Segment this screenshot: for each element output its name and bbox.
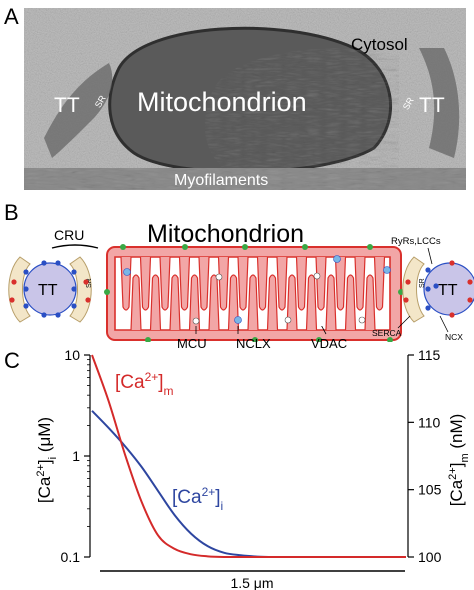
y-axis-left-label: [Ca2+]i (μM): [35, 417, 59, 503]
y-ticks-right: 115 110 105 100: [408, 350, 442, 565]
ncx-dot: [405, 279, 411, 285]
label-tt-right: TT: [419, 94, 445, 117]
series-label-ca-m: [Ca2+]m: [115, 370, 174, 398]
schematic-title: Mitochondrion: [147, 220, 304, 248]
label-myofilaments: Myofilaments: [174, 172, 268, 189]
ryr-dot: [23, 303, 29, 309]
y-tick-label-right: 100: [418, 549, 442, 565]
y-tick-label-left: 10: [64, 350, 80, 363]
ncx-dot: [467, 297, 473, 303]
y-tick-label-left: 1: [72, 448, 80, 464]
ncx-dot: [85, 297, 91, 303]
series-line-ca-i: [91, 410, 406, 559]
ryr-dot: [425, 286, 431, 292]
label-cru: CRU: [54, 227, 84, 243]
ryr-dot: [71, 303, 77, 309]
panel-a-letter: A: [4, 4, 19, 29]
cru-channels: [9, 260, 473, 318]
em-micrograph: Cytosol TT TT SR SR Mitochondrion Myofil…: [24, 8, 466, 190]
nclx-channel: [383, 266, 391, 274]
nclx-channel: [234, 316, 242, 324]
label-ryrs-lccs: RyRs,LCCs: [391, 236, 441, 247]
vdac-dot: [104, 289, 110, 295]
mcu-channel: [215, 273, 223, 281]
ncx-dot: [449, 312, 455, 318]
series-line-ca-m: [91, 354, 406, 559]
ncx-pointer: [439, 315, 449, 333]
vdac-dot: [182, 244, 188, 250]
cru-bracket: [51, 244, 99, 249]
panel-c-letter: C: [4, 348, 20, 373]
mcu-channel: [358, 316, 366, 324]
y-ticks-left: 10 1 0.1: [61, 350, 90, 565]
label-tt-left: TT: [54, 94, 80, 117]
nclx-channel: [333, 255, 341, 263]
lcc-dot: [41, 260, 47, 266]
panel-b-letter: B: [4, 200, 19, 225]
em-image: Cytosol TT TT SR SR Mitochondrion Myofil…: [24, 8, 466, 190]
vdac-dot: [316, 337, 322, 342]
ryr-dot: [23, 286, 29, 292]
ncx-dot: [449, 260, 455, 266]
y-tick-label-right: 110: [418, 414, 441, 430]
label-vdac: VDAC: [311, 336, 347, 351]
y-axis-right-label: [Ca2+]m (nM): [447, 414, 471, 507]
vdac-dot: [120, 244, 126, 250]
x-scalebar-label: 1.5 μm: [230, 575, 273, 590]
vdac-dot: [367, 244, 373, 250]
ryr-dot: [71, 269, 77, 275]
nclx-channel: [123, 268, 131, 276]
calcium-chart: 10 1 0.1 115 110 105 100 [Ca2+]i (μM) [Ca2+]m…: [35, 350, 471, 590]
ryr-dot: [425, 305, 431, 311]
vdac-dot: [242, 244, 248, 250]
ryrs-pointer: [427, 247, 433, 265]
label-tt-right-b: TT: [438, 282, 458, 299]
sr-right-inner: [402, 256, 425, 323]
label-serca: SERCA: [372, 328, 402, 338]
ryr-dot: [71, 286, 77, 292]
label-nclx: NCLX: [236, 336, 271, 351]
vdac-dot: [302, 244, 308, 250]
vdac-dot: [145, 337, 151, 342]
lcc-dot: [55, 260, 61, 266]
label-ncx: NCX: [445, 332, 463, 342]
label-mcu: MCU: [177, 336, 207, 351]
vdac-dot: [252, 337, 258, 342]
label-mitochondrion: Mitochondrion: [137, 87, 307, 117]
ncx-dot: [9, 297, 15, 303]
lcc-dot: [55, 312, 61, 318]
label-sr-left-b: SR: [86, 278, 93, 288]
ryr-dot: [23, 269, 29, 275]
vdac-dot: [387, 337, 393, 342]
ncx-dot: [11, 279, 17, 285]
ncx-dot: [83, 279, 89, 285]
ncx-dot: [403, 297, 409, 303]
mcu-channel: [284, 316, 292, 324]
lcc-dot: [41, 312, 47, 318]
mcu-channel: [313, 272, 321, 280]
y-tick-label-left: 0.1: [61, 549, 81, 565]
y-tick-label-right: 115: [418, 350, 441, 363]
cristae-folds: [120, 256, 386, 331]
schematic-diagram: Mitochondrion CRU TT SR TT SR RyRs,LCCs: [8, 220, 474, 342]
label-cytosol: Cytosol: [351, 35, 408, 54]
ryr-dot: [425, 267, 431, 273]
lcc-dot: [433, 283, 439, 289]
label-tt-left-b: TT: [38, 282, 58, 299]
serca-pointer: [397, 315, 411, 329]
vdac-pointer: [321, 326, 327, 335]
channel-labels: MCU NCLX VDAC: [177, 326, 347, 351]
series-label-ca-i: [Ca2+]i: [172, 485, 223, 513]
y-tick-label-right: 105: [418, 482, 442, 498]
mcu-channel: [192, 317, 200, 325]
ncx-dot: [467, 279, 473, 285]
label-sr-right-b: SR: [419, 278, 426, 288]
